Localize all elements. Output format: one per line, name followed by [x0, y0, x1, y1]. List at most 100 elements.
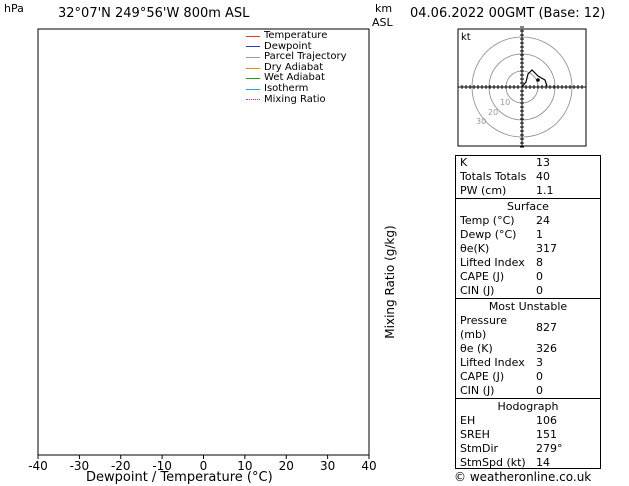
legend-label: Mixing Ratio — [264, 93, 326, 105]
run-datetime: 04.06.2022 00GMT (Base: 12) — [410, 6, 606, 21]
legend-swatch — [246, 99, 260, 101]
hodograph-trace — [521, 69, 548, 88]
legend-swatch — [246, 46, 260, 48]
legend-swatch — [246, 78, 260, 80]
pressure-axis-unit: hPa — [4, 2, 24, 15]
index-value: 40 — [536, 170, 550, 183]
index-row: Temp (°C) 24 — [456, 214, 600, 228]
index-label: θe(K) — [460, 242, 490, 255]
index-label: StmDir — [460, 442, 499, 455]
index-value: 13 — [536, 156, 550, 169]
index-value: 0 — [536, 384, 543, 397]
x-axis-label: Dewpoint / Temperature (°C) — [86, 470, 273, 485]
index-value: 8 — [536, 256, 543, 269]
x-axis-tick-label: -40 — [28, 459, 48, 473]
x-axis-tick-label: -20 — [111, 459, 131, 473]
legend-swatch — [246, 67, 260, 69]
hodograph-ring-label: 30 — [476, 117, 486, 126]
index-row: PW (cm) 1.1 — [456, 184, 600, 198]
index-label: CAPE (J) — [460, 370, 505, 383]
index-row: SREH 151 — [456, 428, 600, 442]
legend-label: Isotherm — [264, 82, 309, 94]
index-value: 24 — [536, 214, 550, 227]
x-axis-tick-label: 20 — [279, 459, 294, 473]
index-row: K 13 — [456, 156, 600, 170]
most-unstable-section: Most Unstable Pressure (mb) 827 θe (K) 326 L… — [456, 298, 600, 398]
index-label: Lifted Index — [460, 256, 525, 269]
index-row: StmDir 279° — [456, 442, 600, 456]
index-label: Pressure (mb) — [460, 314, 507, 341]
index-label: CIN (J) — [460, 284, 495, 297]
legend-item: Dewpoint — [246, 40, 347, 53]
x-axis-tick-label: -30 — [70, 459, 90, 473]
index-row: Lifted Index 8 — [456, 256, 600, 270]
index-row: θe (K) 326 — [456, 342, 600, 356]
index-value: 0 — [536, 270, 543, 283]
index-value: 827 — [536, 321, 557, 334]
legend-label: Dewpoint — [264, 40, 312, 52]
index-value: 279° — [536, 442, 563, 455]
index-label: CIN (J) — [460, 384, 495, 397]
legend-swatch — [246, 56, 260, 58]
hodograph-storm-motion — [536, 78, 540, 82]
hodograph-ring-label: 20 — [488, 108, 498, 117]
x-axis-tick-label: 30 — [320, 459, 335, 473]
index-value: 3 — [536, 356, 543, 369]
index-label: StmSpd (kt) — [460, 456, 526, 469]
index-label: CAPE (J) — [460, 270, 505, 283]
index-row: θe(K) 317 — [456, 242, 600, 256]
index-row: CAPE (J) 0 — [456, 370, 600, 384]
index-value: 151 — [536, 428, 557, 441]
index-label: Lifted Index — [460, 356, 525, 369]
index-value: 106 — [536, 414, 557, 427]
legend-item: Wet Adiabat — [246, 73, 347, 84]
index-value: 326 — [536, 342, 557, 355]
copyright-footer: © weatheronline.co.uk — [454, 470, 592, 484]
index-row: StmSpd (kt) 14 — [456, 456, 600, 470]
index-label: PW (cm) — [460, 184, 507, 197]
hodograph-indices-section: Hodograph EH 106 SREH 151 StmDir 279° StmSpd (… — [456, 398, 600, 470]
x-axis-tick-label: 0 — [200, 459, 208, 473]
legend-item: Mixing Ratio — [246, 93, 347, 106]
legend-swatch — [246, 35, 260, 37]
legend-swatch — [246, 88, 260, 90]
legend-item: Dry Adiabat — [246, 61, 347, 74]
legend-label: Dry Adiabat — [264, 61, 324, 73]
index-row: Lifted Index 3 — [456, 356, 600, 370]
stability-indices-table: K 13 Totals Totals 40 PW (cm) 1.1 — [456, 156, 600, 198]
index-row: CIN (J) 0 — [456, 284, 600, 298]
legend-label: Wet Adiabat — [264, 72, 325, 84]
x-axis-tick-label: -10 — [152, 459, 172, 473]
index-value: 317 — [536, 242, 557, 255]
chart-legend: Temperature Dewpoint Parcel Trajectory Dry … — [246, 30, 350, 107]
index-label: Dewp (°C) — [460, 228, 517, 241]
most-unstable-title: Most Unstable — [488, 300, 568, 313]
surface-title: Surface — [507, 200, 549, 213]
index-label: EH — [460, 414, 476, 427]
legend-item: Isotherm — [246, 82, 347, 95]
legend-label: Temperature — [264, 30, 328, 41]
index-label: SREH — [460, 428, 490, 441]
index-value: 1.1 — [536, 184, 554, 197]
index-label: Temp (°C) — [460, 214, 515, 227]
hodograph-title: Hodograph — [497, 400, 559, 413]
index-value: 14 — [536, 456, 550, 469]
legend-item: Parcel Trajectory — [246, 52, 347, 63]
index-row: Totals Totals 40 — [456, 170, 600, 184]
mixing-ratio-axis-label: Mixing Ratio (g/kg) — [383, 225, 397, 339]
index-value: 1 — [536, 228, 543, 241]
x-axis-tick-label: 10 — [237, 459, 252, 473]
index-label: θe (K) — [460, 342, 493, 355]
legend-item: Temperature — [246, 30, 347, 42]
index-row: CIN (J) 0 — [456, 384, 600, 398]
index-label: K — [460, 156, 468, 169]
hodograph-kt-label: kt — [461, 32, 471, 43]
index-value: 0 — [536, 370, 543, 383]
index-row: Pressure (mb) 827 — [456, 314, 600, 342]
station-location: 32°07'N 249°56'W 800m ASL — [58, 6, 250, 21]
index-row: Dewp (°C) 1 — [456, 228, 600, 242]
legend-label: Parcel Trajectory — [264, 51, 347, 63]
hodograph-ring-label: 10 — [500, 98, 510, 107]
index-value: 0 — [536, 284, 543, 297]
